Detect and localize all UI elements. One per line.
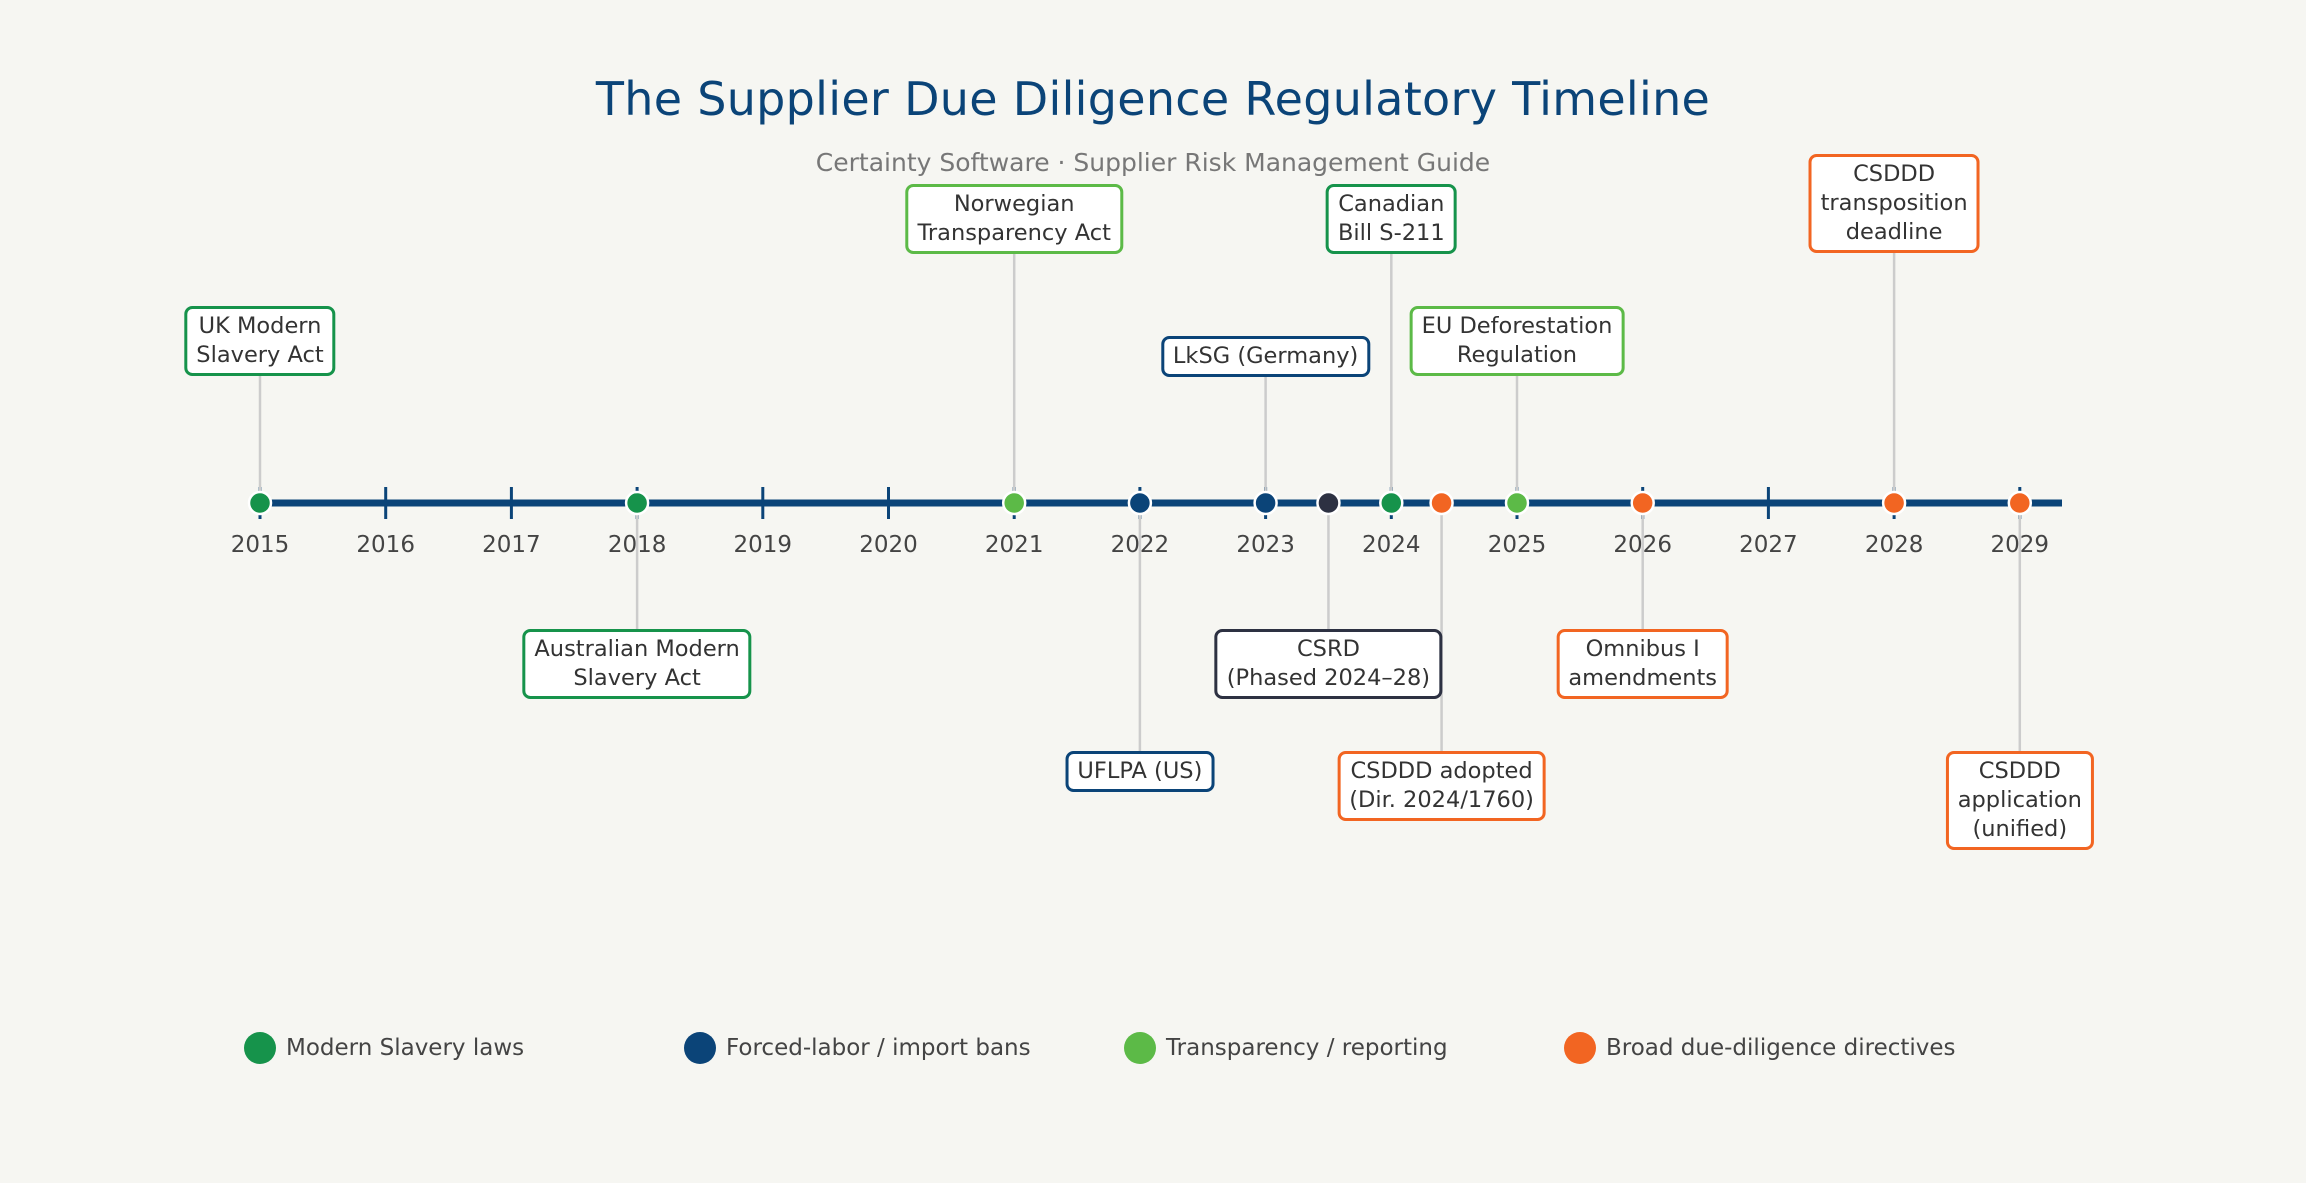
event-marker — [1379, 490, 1404, 516]
legend-swatch — [684, 1032, 716, 1064]
event-label: Canadian Bill S-211 — [1325, 184, 1457, 254]
event-label: UFLPA (US) — [1065, 751, 1215, 792]
event-marker — [2007, 490, 2033, 516]
event-marker — [624, 490, 650, 516]
year-label: 2028 — [1864, 532, 1924, 558]
event-marker — [1316, 490, 1341, 516]
page-subtitle: Certainty Software · Supplier Risk Manag… — [815, 148, 1491, 177]
legend-label: Modern Slavery laws — [286, 1035, 525, 1061]
legend-item: Broad due-diligence directives — [1564, 1032, 1956, 1064]
legend-item: Transparency / reporting — [1124, 1032, 1448, 1064]
legend-swatch — [244, 1032, 276, 1064]
legend-swatch — [1564, 1032, 1596, 1064]
year-label: 2025 — [1487, 532, 1547, 558]
year-label: 2019 — [733, 532, 793, 558]
event-label: EU Deforestation Regulation — [1409, 306, 1625, 376]
year-label: 2024 — [1362, 532, 1421, 558]
event-label: CSRD (Phased 2024–28) — [1214, 629, 1443, 699]
year-label: 2018 — [607, 532, 667, 558]
year-label: 2029 — [1990, 532, 2050, 558]
legend-label: Forced-labor / import bans — [726, 1035, 1031, 1061]
year-label: 2026 — [1613, 532, 1672, 558]
year-label: 2023 — [1236, 532, 1295, 558]
event-marker — [1429, 490, 1454, 516]
year-label: 2027 — [1739, 532, 1798, 558]
legend-label: Broad due-diligence directives — [1606, 1035, 1956, 1061]
event-marker — [1127, 490, 1153, 516]
legend-label: Transparency / reporting — [1166, 1035, 1448, 1061]
event-label: CSDDD transposition deadline — [1808, 154, 1980, 253]
year-label: 2015 — [230, 532, 290, 558]
year-label: 2021 — [984, 532, 1044, 558]
event-marker — [247, 490, 273, 516]
event-label: UK Modern Slavery Act — [184, 306, 336, 376]
year-label: 2016 — [356, 532, 415, 558]
year-label: 2017 — [482, 532, 541, 558]
event-marker — [1504, 490, 1530, 516]
year-label: 2022 — [1110, 532, 1170, 558]
event-label: CSDDD adopted (Dir. 2024/1760) — [1337, 751, 1546, 821]
year-label: 2020 — [859, 532, 918, 558]
event-label: Norwegian Transparency Act — [905, 184, 1123, 254]
event-label: CSDDD application (unified) — [1945, 751, 2094, 850]
legend-item: Forced-labor / import bans — [684, 1032, 1031, 1064]
event-marker — [1001, 490, 1027, 516]
event-marker — [1881, 490, 1907, 516]
event-label: Australian Modern Slavery Act — [522, 629, 752, 699]
page-title: The Supplier Due Diligence Regulatory Ti… — [595, 72, 1711, 126]
event-marker — [1253, 490, 1278, 516]
event-marker — [1630, 490, 1655, 516]
legend-swatch — [1124, 1032, 1156, 1064]
event-label: LkSG (Germany) — [1160, 336, 1371, 377]
event-label: Omnibus I amendments — [1556, 629, 1730, 699]
legend-item: Modern Slavery laws — [244, 1032, 524, 1064]
